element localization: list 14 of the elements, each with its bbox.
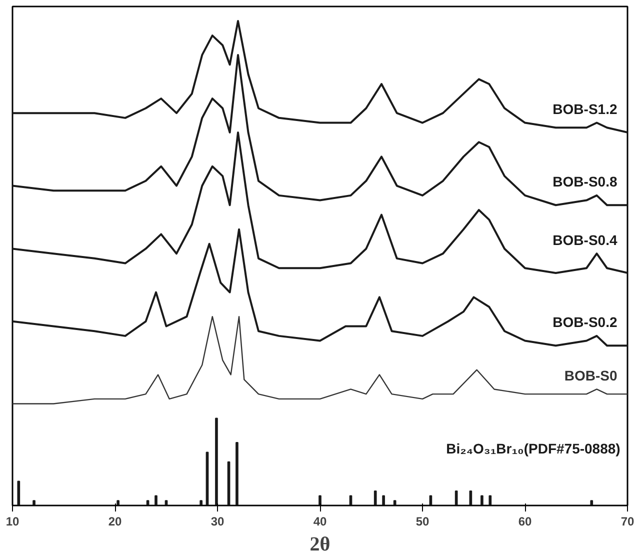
x-tick-label: 20 bbox=[108, 514, 122, 528]
text: Bi₂₄O₃₁Br₁₀(PDF#75-0888) bbox=[446, 440, 620, 457]
x-tick-label: 60 bbox=[518, 514, 532, 528]
series-label: BOB-S0 bbox=[564, 367, 618, 384]
x-tick-label: 40 bbox=[313, 514, 327, 528]
series-label: BOB-S0.8 bbox=[552, 174, 618, 190]
x-tick-label: 70 bbox=[620, 514, 634, 528]
series-label: BOB-S0.4 bbox=[552, 232, 618, 248]
series-label: BOB-S1.2 bbox=[552, 100, 618, 117]
x-tick-label: 10 bbox=[6, 514, 20, 528]
series-label: BOB-S0.2 bbox=[552, 314, 618, 330]
x-tick-label: 30 bbox=[210, 514, 224, 528]
x-tick-label: 50 bbox=[416, 514, 430, 528]
x-axis-title: 2θ bbox=[310, 534, 330, 556]
